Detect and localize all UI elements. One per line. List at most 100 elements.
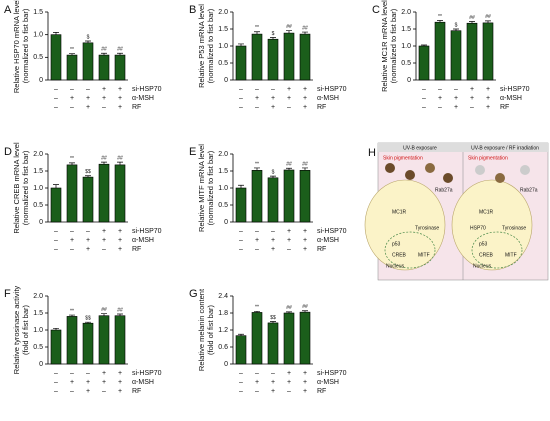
condition-sign: +: [303, 388, 307, 395]
error-bar: [453, 28, 459, 31]
error-bar: [302, 310, 308, 313]
diagram-title: UV-B exposure: [403, 145, 437, 151]
panel-label: B: [189, 4, 196, 16]
bar: [66, 54, 78, 81]
y-tick-label: 1.0: [401, 43, 411, 50]
melanosome: [405, 170, 415, 180]
condition-sign: –: [239, 86, 243, 93]
significance-mark: ##: [117, 155, 123, 161]
y-tick-label: 0.5: [33, 344, 43, 351]
significance-mark: ##: [469, 15, 475, 21]
condition-sign: –: [54, 379, 58, 386]
diagram-title: UV-B exposure / RF irradiation: [471, 145, 539, 151]
bar: [267, 38, 279, 81]
error-bar: [238, 333, 244, 336]
bar: [434, 21, 446, 81]
error-bar: [117, 161, 123, 165]
panel-label: F: [4, 288, 11, 300]
effect-label: Skin pigmentation: [383, 155, 423, 161]
condition-name: RF: [317, 104, 326, 111]
error-bar: [254, 31, 260, 35]
condition-name: RF: [132, 104, 141, 111]
condition-sign: –: [239, 228, 243, 235]
significance-mark: ##: [117, 307, 123, 313]
y-tick-label: 0: [224, 219, 228, 226]
condition-sign: +: [486, 86, 490, 93]
significance-mark: $: [455, 22, 458, 28]
condition-sign: +: [255, 237, 259, 244]
significance-mark: ##: [117, 47, 123, 53]
condition-sign: +: [287, 95, 291, 102]
condition-name: α-MSH: [317, 379, 339, 386]
condition-sign: +: [118, 388, 122, 395]
condition-sign: –: [271, 86, 275, 93]
y-axis-label: Relative CREB mRNA level: [12, 142, 21, 234]
condition-sign: +: [303, 237, 307, 244]
condition-sign: +: [271, 388, 275, 395]
condition-sign: +: [118, 228, 122, 235]
y-tick-label: 1.0: [33, 185, 43, 192]
condition-sign: +: [303, 370, 307, 377]
significance-mark: $: [272, 169, 275, 175]
y-tick-label: 1.0: [218, 185, 228, 192]
condition-sign: +: [255, 95, 259, 102]
condition-sign: +: [287, 86, 291, 93]
panel-label: G: [189, 288, 198, 300]
condition-sign: –: [54, 104, 58, 111]
y-axis-label: (fold of fist bar): [21, 304, 30, 355]
condition-sign: –: [255, 370, 259, 377]
condition-sign: +: [287, 379, 291, 386]
y-tick-label: 1.5: [218, 26, 228, 33]
diagram-label: MITF: [505, 252, 517, 258]
melanosome: [475, 165, 485, 175]
condition-sign: +: [303, 104, 307, 111]
error-bar: [85, 40, 91, 43]
condition-sign: +: [438, 95, 442, 102]
error-bar: [286, 167, 292, 170]
condition-sign: +: [271, 95, 275, 102]
condition-sign: –: [271, 228, 275, 235]
y-tick-label: 1.5: [33, 310, 43, 317]
error-bar: [85, 175, 91, 178]
condition-sign: +: [454, 104, 458, 111]
y-axis-label: (normalized to fist bar): [21, 8, 30, 83]
y-tick-label: 1.5: [218, 168, 228, 175]
y-tick-label: 0.5: [33, 54, 43, 61]
y-axis-label: (normalized to fist bar): [389, 8, 398, 83]
condition-sign: +: [303, 86, 307, 93]
error-bar: [302, 167, 308, 171]
condition-sign: –: [454, 86, 458, 93]
condition-sign: –: [271, 370, 275, 377]
effect-label: Skin pigmentation: [468, 155, 508, 161]
condition-sign: –: [54, 86, 58, 93]
melanosome: [385, 163, 395, 173]
condition-sign: +: [70, 237, 74, 244]
error-bar: [302, 31, 308, 35]
y-tick-label: 0: [39, 361, 43, 368]
condition-sign: –: [422, 95, 426, 102]
condition-sign: +: [271, 237, 275, 244]
bar: [82, 42, 94, 81]
condition-sign: +: [271, 246, 275, 253]
diagram-label: Tyrosinase: [502, 225, 526, 231]
condition-sign: –: [239, 104, 243, 111]
condition-sign: +: [118, 95, 122, 102]
condition-sign: +: [470, 95, 474, 102]
condition-sign: +: [303, 228, 307, 235]
y-tick-label: 2.0: [218, 151, 228, 158]
bar: [299, 33, 311, 81]
condition-name: si-HSP70: [132, 86, 162, 93]
condition-sign: +: [454, 95, 458, 102]
error-bar: [270, 321, 276, 323]
significance-mark: **: [70, 47, 74, 53]
condition-sign: –: [102, 104, 106, 111]
condition-sign: –: [255, 104, 259, 111]
bar: [466, 22, 478, 81]
condition-name: RF: [132, 388, 141, 395]
bar: [98, 54, 110, 81]
diagram-label: MC1R: [479, 209, 494, 215]
condition-sign: –: [255, 228, 259, 235]
condition-sign: –: [70, 86, 74, 93]
y-tick-label: 0: [39, 77, 43, 84]
bar: [114, 315, 126, 365]
